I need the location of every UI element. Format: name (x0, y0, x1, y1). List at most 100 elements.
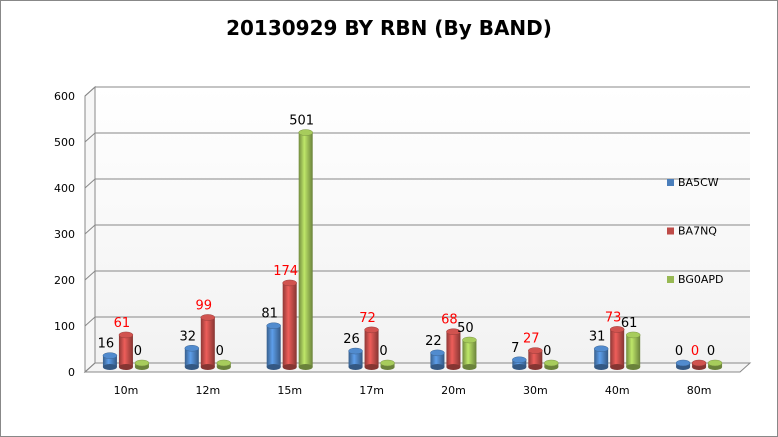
legend-label: BA5CW (678, 176, 719, 189)
data-label: 31 (589, 330, 606, 345)
bar-top (430, 349, 445, 357)
bar-top (675, 359, 691, 367)
bar-bottom (102, 364, 117, 370)
data-label: 0 (379, 344, 387, 359)
bar (446, 328, 461, 370)
data-label: 72 (359, 311, 376, 326)
data-label: 0 (134, 344, 142, 359)
data-label: 7 (511, 341, 519, 356)
bar-top (625, 331, 641, 339)
bar-body (512, 359, 527, 367)
bar-body (184, 348, 199, 367)
x-tick-label: 10m (114, 384, 139, 397)
bar-body (626, 334, 641, 367)
x-tick-label: 15m (277, 384, 302, 397)
bar (625, 331, 641, 370)
bar-body (200, 317, 215, 367)
bar-top (102, 352, 118, 359)
bar (707, 359, 723, 370)
grid-line-side (84, 132, 96, 143)
y-tick-label: 600 (54, 90, 75, 103)
bar-bottom (430, 364, 445, 370)
bar-bottom (626, 364, 641, 370)
data-label: 26 (343, 332, 360, 347)
bar-bottom (512, 364, 527, 370)
bar-bottom (184, 364, 199, 370)
grid-line-side (84, 224, 96, 235)
data-label: 27 (523, 332, 540, 347)
bar-top (707, 359, 723, 367)
bar (593, 345, 609, 370)
bar-top (593, 345, 609, 352)
x-tick-label: 20m (441, 384, 466, 397)
legend-label: BG0APD (678, 273, 724, 286)
bar (544, 359, 559, 370)
data-label: 0 (216, 344, 224, 359)
bar-body (266, 325, 281, 367)
data-label: 0 (675, 344, 683, 359)
bar-body (118, 334, 133, 367)
bar-bottom (364, 364, 379, 370)
bar (282, 279, 297, 370)
bar (134, 359, 150, 370)
bar-top (118, 331, 134, 339)
y-tick-label: 100 (54, 320, 75, 333)
grid-line-side (84, 178, 96, 189)
data-label: 0 (707, 344, 715, 359)
bar-top (512, 356, 527, 364)
bar (364, 326, 379, 370)
data-label: 50 (457, 321, 474, 336)
data-label: 0 (691, 344, 699, 359)
bar (675, 359, 691, 370)
bar-top (528, 347, 543, 354)
bar (216, 359, 232, 370)
bar-top (200, 314, 216, 321)
bar-top (298, 129, 313, 136)
chart-title: 20130929 BY RBN (By BAND) (226, 16, 552, 40)
data-label: 99 (196, 298, 213, 313)
bar-bottom (610, 364, 625, 370)
data-label: 73 (605, 310, 622, 325)
data-label: 0 (543, 344, 551, 359)
bar-bottom (282, 364, 297, 370)
bar (691, 359, 707, 370)
bar-top (609, 326, 625, 333)
bar-bottom (594, 364, 609, 370)
bar-body (364, 329, 379, 367)
x-tick-label: 80m (687, 384, 712, 397)
bar (118, 331, 134, 370)
bar (102, 352, 118, 370)
bar-body (594, 348, 609, 367)
bar-top (462, 336, 477, 344)
data-label: 61 (621, 316, 638, 331)
bar-body (102, 355, 117, 367)
bar-bottom (446, 364, 461, 370)
bar-top (216, 359, 232, 367)
bar-top (282, 279, 297, 287)
data-label: 22 (425, 334, 442, 349)
grid-line-side (84, 316, 96, 327)
data-label: 16 (98, 337, 115, 352)
x-tick-label: 12m (195, 384, 220, 397)
bar-body (298, 132, 313, 367)
bar-bottom (348, 364, 363, 370)
bar-top (544, 359, 559, 367)
data-label: 81 (261, 307, 278, 322)
bar-bottom (200, 364, 215, 370)
y-tick-label: 500 (54, 136, 75, 149)
bar (298, 129, 313, 370)
y-tick-label: 0 (68, 366, 75, 379)
data-label: 61 (114, 316, 131, 331)
floor (83, 362, 752, 373)
bar (462, 336, 477, 370)
y-tick-label: 300 (54, 228, 75, 241)
bar-body (610, 329, 625, 367)
bar-body (528, 350, 543, 367)
x-tick-label: 17m (359, 384, 384, 397)
bar-bottom (528, 364, 543, 370)
bar-top (266, 322, 281, 329)
bar-bottom (462, 364, 477, 370)
bar (528, 347, 543, 370)
bar-top (364, 326, 379, 334)
